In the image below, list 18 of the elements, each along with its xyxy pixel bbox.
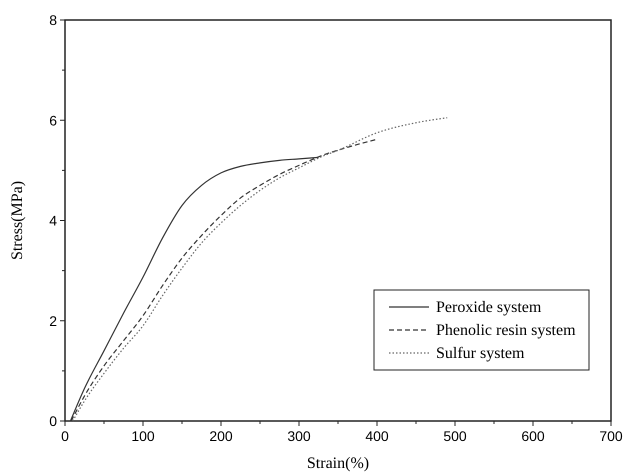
x-tick-label: 400 bbox=[365, 428, 389, 444]
y-tick-label: 6 bbox=[49, 112, 58, 128]
x-tick-label: 500 bbox=[443, 428, 467, 444]
legend-label: Peroxide system bbox=[436, 299, 542, 316]
x-axis-title: Strain(%) bbox=[306, 455, 370, 472]
y-tick-label: 0 bbox=[49, 413, 58, 429]
x-tick-label: 600 bbox=[521, 428, 545, 444]
x-tick-label: 300 bbox=[287, 428, 311, 444]
y-tick-label: 8 bbox=[49, 12, 58, 28]
x-tick-label: 0 bbox=[61, 428, 70, 444]
legend-label: Phenolic resin system bbox=[436, 322, 576, 339]
y-tick-label: 4 bbox=[49, 212, 58, 228]
x-tick-label: 700 bbox=[599, 428, 623, 444]
y-axis-title: Stress(MPa) bbox=[9, 180, 26, 260]
y-tick-label: 2 bbox=[49, 312, 58, 329]
legend-label: Sulfur system bbox=[436, 345, 525, 362]
x-tick-label: 200 bbox=[209, 428, 233, 444]
x-tick-label: 100 bbox=[131, 428, 155, 444]
